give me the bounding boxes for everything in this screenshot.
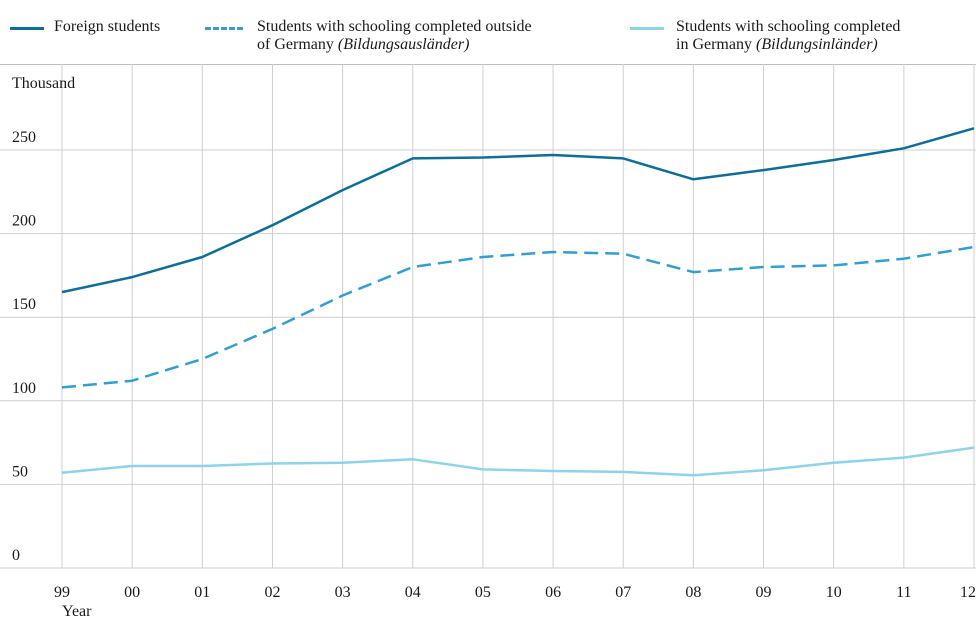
x-tick-label: 00 xyxy=(124,584,140,601)
y-tick-label: 100 xyxy=(12,380,36,397)
x-tick-label: 03 xyxy=(335,584,351,601)
x-tick-label: 12 xyxy=(960,584,976,601)
legend-label: Foreign students xyxy=(54,18,161,35)
chart-legend: Foreign students Students with schooling… xyxy=(0,0,976,64)
x-tick-label: 07 xyxy=(615,584,631,601)
legend-label-italic: (Bildungsausländer) xyxy=(337,36,470,53)
chart-series xyxy=(61,127,975,477)
y-axis-label: Thousand xyxy=(12,75,75,92)
x-tick-label: 08 xyxy=(685,584,701,601)
legend-label-italic: (Bildungsinländer) xyxy=(755,36,878,53)
legend-label: Students with schooling completed outsid… xyxy=(257,18,532,54)
legend-divider xyxy=(0,64,976,65)
y-tick-label: 200 xyxy=(12,213,36,230)
series-line-1 xyxy=(61,245,975,389)
x-tick-label: 01 xyxy=(194,584,210,601)
legend-label: Students with schooling completed in Ger… xyxy=(676,18,900,54)
series-line-0 xyxy=(61,127,975,294)
y-tick-label: 250 xyxy=(12,129,36,146)
y-tick-label: 50 xyxy=(12,463,28,480)
y-tick-label: 150 xyxy=(12,296,36,313)
x-tick-label: 09 xyxy=(756,584,772,601)
series-line-2 xyxy=(61,446,975,477)
legend-label-line1: Students with schooling completed outsid… xyxy=(257,18,532,35)
x-tick-label: 11 xyxy=(896,584,911,601)
chart-grid xyxy=(0,64,976,569)
legend-swatch-solid-light xyxy=(630,27,664,30)
x-tick-label: 05 xyxy=(475,584,491,601)
x-tick-label: 99 xyxy=(54,584,70,601)
legend-label-line2: of Germany xyxy=(257,36,334,53)
x-tick-label: 04 xyxy=(405,584,421,601)
chart-ticks: 0 50 100 150 200 250 99 00 01 02 03 04 05 06 07 08 09 10 1… xyxy=(12,129,976,601)
x-tick-label: 06 xyxy=(545,584,561,601)
x-axis-label: Year xyxy=(62,603,92,620)
x-tick-label: 02 xyxy=(264,584,280,601)
legend-swatch-dashed xyxy=(205,27,243,30)
x-tick-label: 10 xyxy=(826,584,842,601)
legend-swatch-solid-dark xyxy=(10,27,44,30)
legend-label-line1: Students with schooling completed xyxy=(676,18,901,35)
legend-label-line2: in Germany xyxy=(676,36,752,53)
y-tick-label: 0 xyxy=(12,547,20,564)
